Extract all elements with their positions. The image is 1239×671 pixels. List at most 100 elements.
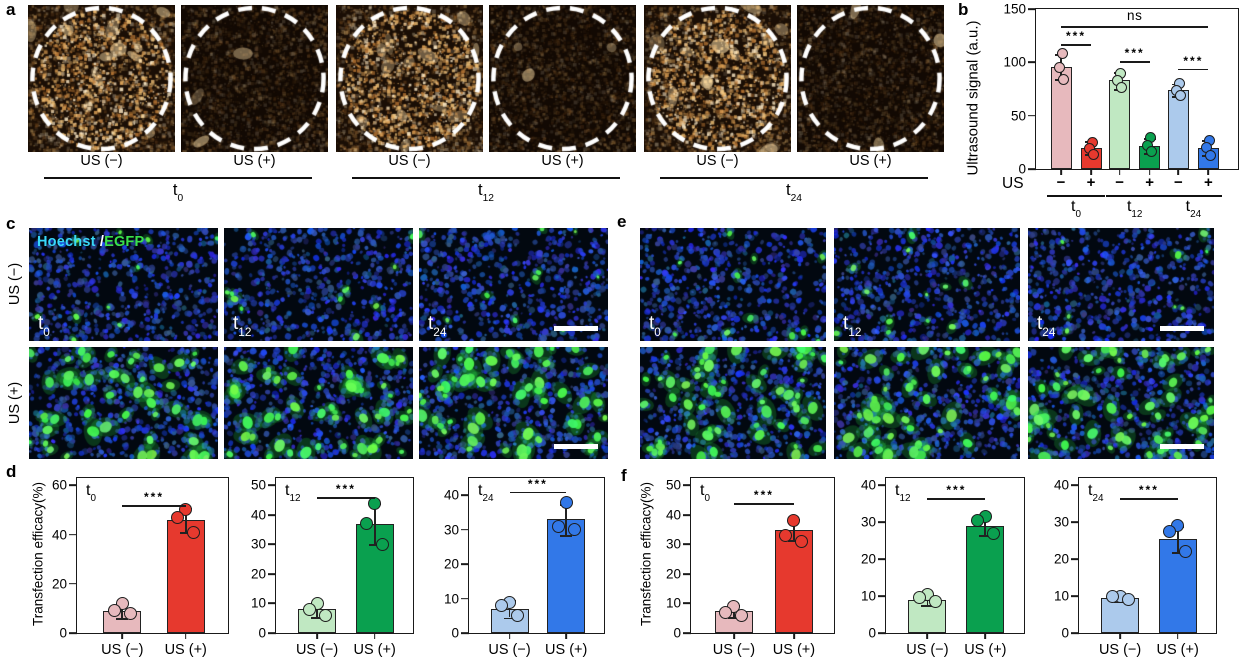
significance-label: ***	[946, 483, 967, 498]
condition-label: US (+)	[541, 153, 584, 169]
fluorescence-canvas	[640, 228, 826, 341]
group-time-label: t12	[1126, 198, 1143, 220]
ultrasound-canvas	[28, 5, 175, 152]
fluorescence-canvas	[224, 228, 413, 341]
y-tick-label: 50	[250, 477, 266, 493]
y-tick-label: 30	[665, 536, 681, 552]
data-point	[1163, 525, 1177, 538]
condition-label: US (+)	[233, 153, 276, 169]
data-point	[912, 591, 926, 605]
panel-c-label: c	[6, 214, 16, 233]
data-point	[970, 513, 984, 527]
y-tick-label: 10	[250, 595, 266, 611]
x-tick-mark	[926, 634, 929, 639]
data-point	[302, 602, 316, 616]
significance-label: ***	[1138, 483, 1159, 498]
data-point	[719, 605, 733, 619]
transfection-chart-f-t24: 0 10 20 30 40 *** t24 US (−) US (+)	[1054, 477, 1217, 658]
x-tick-mark	[1148, 170, 1151, 175]
ultrasound-image-t24-us-plus	[797, 5, 944, 152]
us-sign-label: −	[1174, 174, 1183, 191]
data-point	[1179, 545, 1193, 559]
significance-label: ***	[335, 482, 356, 497]
x-tick-mark	[373, 634, 376, 639]
data-point	[360, 517, 374, 531]
x-category-label: US (−)	[295, 642, 339, 658]
data-point	[1056, 48, 1068, 60]
x-category-label: US (−)	[712, 642, 756, 658]
x-category-label: US (+)	[964, 642, 1007, 658]
error-bar	[1176, 525, 1179, 552]
error-bar-cap	[727, 616, 740, 619]
y-tick-mark	[878, 484, 886, 487]
fluorescence-canvas	[640, 347, 826, 459]
error-bar	[184, 507, 187, 533]
time-overlay-label: t0	[38, 313, 50, 340]
fluorescence-canvas	[29, 347, 218, 459]
y-tick-label: 40	[1053, 477, 1069, 493]
transfection-chart-d-t24: 0 10 20 30 40 *** t24 US (−) US (+)	[444, 476, 605, 658]
x-tick-mark	[984, 634, 987, 639]
y-tick-mark	[878, 595, 886, 597]
data-point	[1116, 82, 1128, 94]
ultrasound-canvas	[181, 5, 328, 152]
panel-d-label: d	[6, 462, 17, 481]
scale-bar	[554, 444, 598, 449]
transfection-chart-d-t12: 0 10 20 30 40 50 *** t12 US (−) US (+)	[251, 477, 414, 658]
y-tick-label: 0	[59, 625, 67, 641]
chart-time-label: t0	[86, 482, 96, 504]
significance-line	[1061, 44, 1091, 46]
y-tick-mark	[1028, 8, 1036, 10]
y-tick-mark	[683, 632, 691, 634]
data-point	[1053, 62, 1065, 74]
fluorescence-image-c-us-plus-t0	[29, 347, 218, 459]
transfection-chart-f-t12: 0 10 20 30 40 *** t12 US (−) US (+)	[861, 477, 1025, 658]
fluorescence-canvas	[834, 228, 1020, 341]
fluorescence-image-e-us-minus-t24: t24	[1028, 228, 1214, 341]
error-bar-cap	[179, 532, 192, 534]
y-tick-label: 30	[1053, 514, 1069, 530]
fluorescence-image-e-us-plus-t0	[640, 347, 826, 459]
c-row-label-us-minus: US (−)	[7, 262, 23, 306]
fluorescence-image-e-us-minus-t0: t0	[640, 228, 826, 341]
significance-line	[1120, 498, 1178, 500]
error-bar	[565, 503, 568, 535]
y-tick-mark	[69, 632, 77, 634]
group-time-label: t24	[1185, 198, 1202, 220]
time-label: t24	[786, 181, 802, 205]
data-point	[1204, 149, 1216, 161]
y-tick-label: 0	[868, 625, 876, 641]
y-tick-mark	[461, 494, 469, 497]
x-tick-mark	[565, 634, 568, 639]
fluorescence-canvas	[29, 228, 218, 341]
x-tick-mark	[1177, 170, 1180, 175]
significance-line	[1061, 26, 1209, 28]
significance-line	[1119, 61, 1150, 63]
y-tick-label: 50	[665, 477, 681, 493]
x-category-label: US (−)	[101, 642, 144, 658]
y-tick-label: 40	[665, 507, 681, 523]
ultrasound-canvas	[797, 5, 944, 152]
significance-label: ***	[527, 476, 548, 491]
group-underline	[660, 177, 928, 180]
y-tick-label: 20	[1053, 551, 1069, 567]
scale-bar	[1160, 444, 1204, 449]
us-sign-label: +	[1204, 174, 1213, 191]
y-tick-label: 30	[250, 536, 266, 552]
bar	[1167, 90, 1189, 169]
y-tick-mark	[1071, 558, 1079, 561]
y-tick-mark	[878, 632, 886, 634]
y-tick-mark	[69, 484, 77, 487]
data-point	[1174, 89, 1186, 101]
y-tick-mark	[683, 543, 691, 546]
group-underline	[44, 177, 312, 180]
bar	[1109, 80, 1131, 169]
chart-time-label: t24	[478, 482, 494, 504]
fluorescence-canvas	[1028, 228, 1214, 341]
x-tick-mark	[1090, 170, 1092, 175]
f-y-axis-label: Transfection efficacy(%)	[638, 481, 654, 627]
significance-label: ***	[1183, 53, 1204, 68]
egfp-label: EGFP	[104, 234, 145, 250]
y-tick-mark	[268, 484, 276, 487]
significance-label: ns	[1127, 8, 1143, 24]
